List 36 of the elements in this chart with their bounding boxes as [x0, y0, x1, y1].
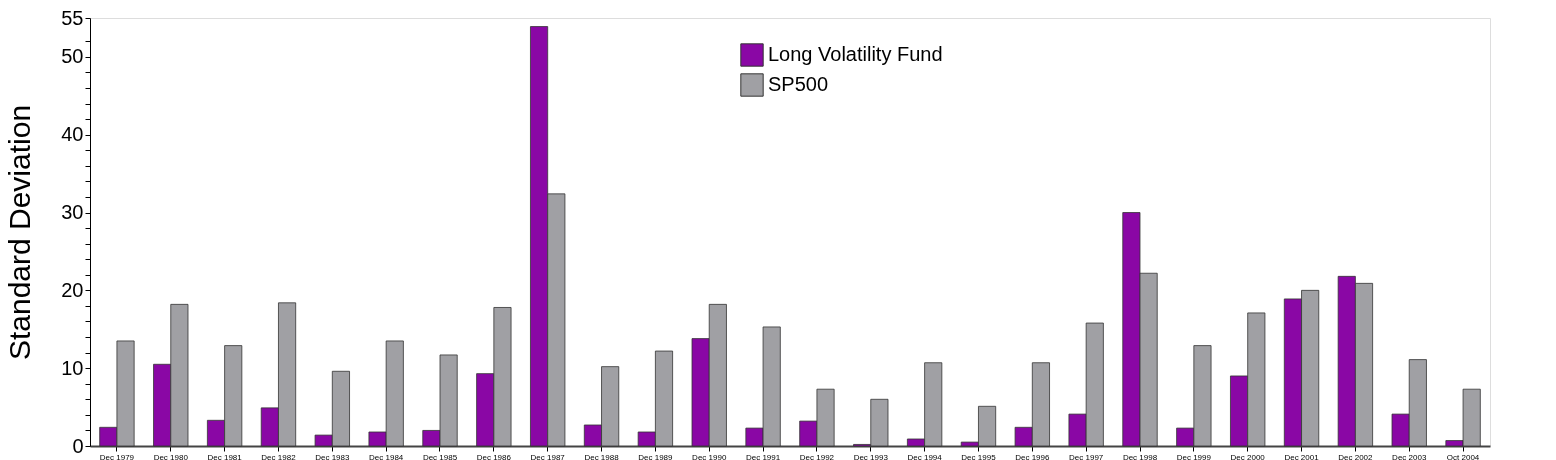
x-tick-label: Dec 1994 — [907, 452, 943, 460]
x-tick-label: Dec 1982 — [261, 452, 297, 460]
x-tick-label: Dec 1985 — [422, 452, 458, 460]
legend-label: Long Volatility Fund — [768, 43, 943, 65]
x-tick-label: Dec 1988 — [584, 452, 620, 460]
x-tick-label: Dec 1980 — [153, 452, 189, 460]
y-tick-label: 30 — [61, 201, 84, 224]
y-axis-title: Standard Deviation — [3, 104, 37, 361]
x-tick-label: Dec 1981 — [207, 452, 243, 460]
x-tick-label: Oct 2004 — [1446, 452, 1480, 460]
y-tick-label: 20 — [61, 278, 84, 301]
x-tick-label: Dec 1987 — [530, 452, 566, 460]
x-tick-label: Dec 1993 — [853, 452, 889, 460]
x-tick-label: Dec 2002 — [1338, 452, 1374, 460]
x-tick-label: Dec 1996 — [1015, 452, 1050, 460]
legend-label: SP500 — [768, 73, 829, 95]
x-tick-label: Dec 1983 — [315, 452, 350, 460]
x-tick-label: Dec 1989 — [638, 452, 674, 460]
x-tick-label: Dec 1999 — [1176, 452, 1212, 460]
y-tick-label: 40 — [61, 123, 84, 146]
x-tick-label: Dec 1991 — [745, 452, 781, 460]
x-tick-label: Dec 1998 — [1122, 452, 1158, 460]
x-tick-label: Dec 1992 — [799, 452, 835, 460]
y-tick-label: 0 — [72, 434, 84, 457]
y-tick-label: 50 — [61, 45, 84, 68]
x-tick-label: Dec 2003 — [1392, 452, 1427, 460]
y-tick-label: 55 — [61, 6, 84, 29]
x-tick-label: Dec 1984 — [369, 452, 404, 460]
x-tick-label: Dec 1979 — [99, 452, 135, 460]
x-tick-label: Dec 2001 — [1284, 452, 1320, 460]
y-tick-label: 10 — [61, 356, 84, 379]
x-tick-label: Dec 1997 — [1069, 452, 1104, 460]
x-tick-label: Dec 1995 — [961, 452, 997, 460]
x-tick-label: Dec 1990 — [692, 452, 727, 460]
x-tick-label: Dec 1986 — [476, 452, 512, 460]
x-tick-label: Dec 2000 — [1230, 452, 1266, 460]
